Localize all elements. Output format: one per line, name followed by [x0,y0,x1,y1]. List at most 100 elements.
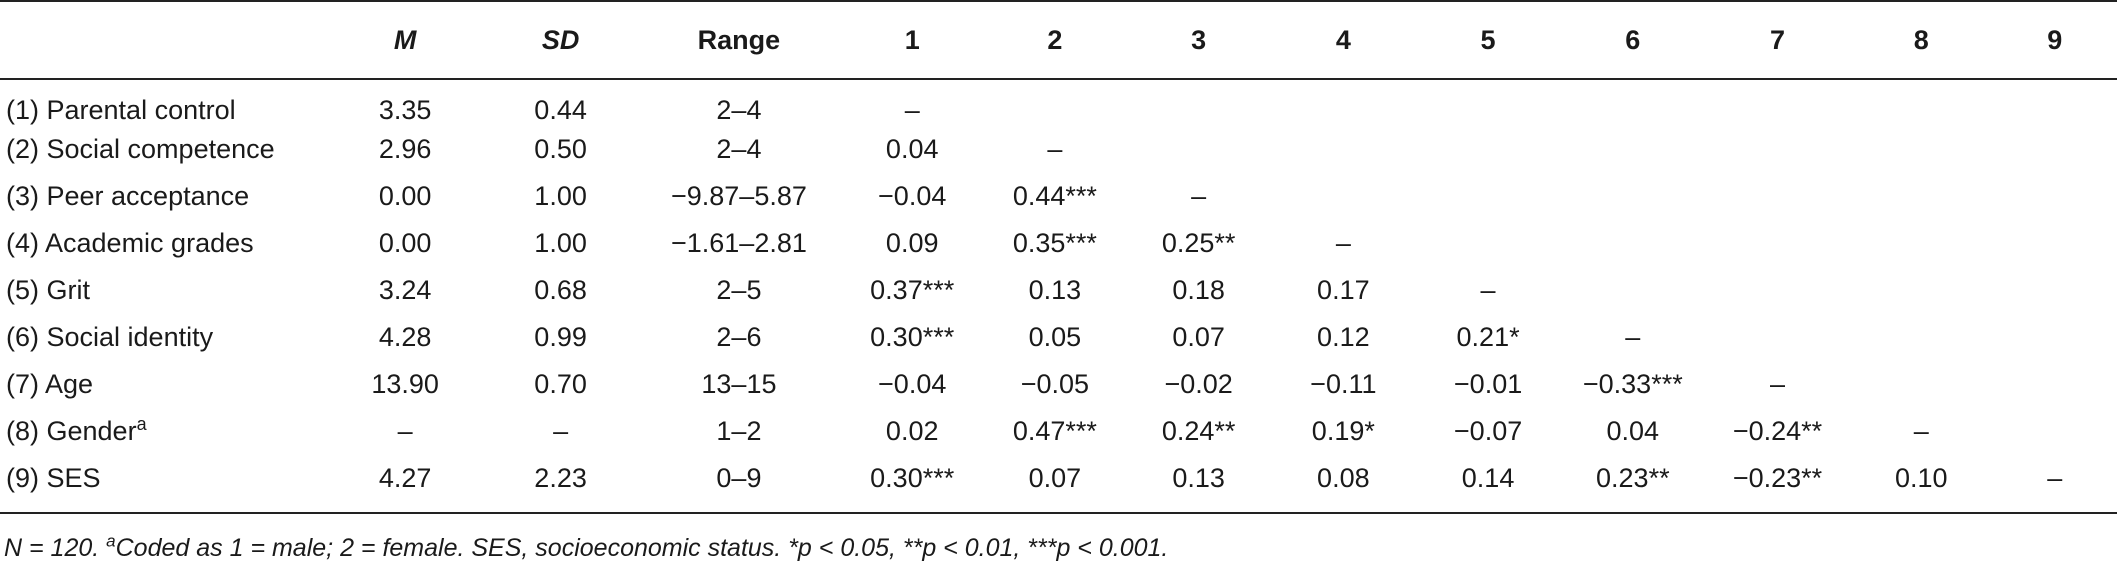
table-cell: 2–4 [716,94,762,125]
table-cell: 1.00 [534,228,587,258]
table-cell: −0.01 [1453,369,1523,399]
row-label: (8) Gendera [0,408,326,455]
table-cell [1993,361,2117,408]
table-cell [1993,314,2117,361]
row-label: (3) Peer acceptance [0,173,326,220]
table-row: (6) Social identity 4.28 0.99 2–6 0.30*** 0.0… [0,314,2117,361]
table-cell: 0.13 [1126,455,1271,514]
row-label: (2) Social competence [0,126,326,173]
header-cell-range: Range [637,0,841,80]
table-cell: 2–4 [716,134,762,164]
table-cell: 0.07 [1172,322,1225,352]
table-cell: – [1913,416,1929,446]
row-label-superscript: a [136,414,147,434]
row-label-text: (1) Parental control [6,94,236,125]
table-cell [1993,126,2117,173]
table-cell: 0.99 [534,322,587,352]
table-cell [1705,79,1850,126]
table-cell: 0.02 [885,416,939,446]
table-cell: 4.27 [326,455,485,514]
table-cell [1850,267,1993,314]
header-row: M SD Range 1 2 3 4 5 6 7 8 9 [0,0,2117,80]
header-cell-7: 7 [1705,0,1850,80]
table-cell: – [1480,275,1496,305]
table-cell: 3.35 [378,94,432,125]
table-cell: – [904,94,920,125]
table-cell [1850,220,1993,267]
row-label-text: (5) Grit [6,275,90,305]
table-cell: 4.28 [378,322,432,352]
correlation-table: M SD Range 1 2 3 4 5 6 7 8 9 (1) Parenta… [0,0,2117,514]
row-label: (4) Academic grades [0,220,326,267]
header-cell-variable [0,0,327,80]
table-cell [1850,126,1993,173]
table-cell: −0.24** [1732,416,1823,446]
table-cell: −0.33*** [1582,369,1683,399]
table-cell [1993,220,2117,267]
table-cell: 0.14 [1415,455,1561,514]
table-cell [1126,126,1271,173]
table-cell: 0.10 [1849,455,1993,514]
table-cell [1705,267,1850,314]
row-label-text: (8) Gender [6,416,137,446]
table-cell [1271,79,1416,126]
table-cell: 1.00 [534,181,587,211]
table-cell: −9.87–5.87 [670,181,807,211]
table-cell: 3.24 [378,275,432,305]
table-cell: 0.05 [1028,322,1082,352]
row-label-text: (9) SES [6,463,101,493]
table-cell: – [1992,455,2117,514]
table-cell: 0.04 [885,134,939,164]
table-cell [1560,79,1705,126]
table-cell: 0.21* [1456,322,1520,352]
table-cell [1705,126,1850,173]
header-cell-6: 6 [1560,0,1706,80]
table-row: (8) Gendera – – 1–2 0.02 0.47*** 0.24** 0.19* −0… [0,408,2117,455]
row-label-text: (3) Peer acceptance [6,181,250,211]
table-cell [1993,408,2117,455]
table-cell: 0.17 [1317,275,1370,305]
table-cell: 2.23 [484,455,638,514]
row-label-text: (2) Social competence [6,134,275,164]
table-cell: 0.25** [1161,228,1236,258]
table-cell: 0.07 [983,455,1127,514]
table-cell: 0.08 [1270,455,1416,514]
table-cell: 0.23** [1560,455,1706,514]
header-cell-9: 9 [1992,0,2117,80]
table-cell: 2–5 [716,275,762,305]
table-cell [984,79,1127,126]
table-cell: 0.13 [1028,275,1082,305]
table-cell [1993,173,2117,220]
table-cell: −0.23** [1705,455,1850,514]
table-footnote: N = 120. aCoded as 1 = male; 2 = female.… [4,533,1168,563]
footnote-lead: N = 120. [4,534,107,562]
row-label: (9) SES [0,455,327,514]
table-cell [1993,79,2117,126]
table-cell [1416,126,1561,173]
table-row: (7) Age 13.90 0.70 13–15 −0.04 −0.05 −0.02 −0.1… [0,361,2117,408]
header-cell-sd: SD [484,0,638,80]
row-label: (5) Grit [0,267,326,314]
table-cell [1416,173,1561,220]
table-cell: −0.05 [1020,369,1090,399]
table-cell: 0.68 [534,275,587,305]
row-label-text: (6) Social identity [6,322,214,352]
table-row: (2) Social competence 2.96 0.50 2–4 0.04 – [0,126,2117,173]
table-cell: – [1335,228,1351,258]
table-cell [1126,79,1271,126]
table-cell: −0.04 [878,181,947,211]
header-cell-3: 3 [1126,0,1271,80]
table-cell: 1–2 [716,416,762,446]
header-cell-1: 1 [840,0,984,80]
row-label: (1) Parental control [0,79,326,126]
table-cell: 0.50 [534,134,587,164]
table-cell [1850,314,1993,361]
table-cell [1850,361,1993,408]
table-row: (3) Peer acceptance 0.00 1.00 −9.87–5.87 −0.… [0,173,2117,220]
table-cell: −0.11 [1310,369,1377,399]
table-cell: – [1191,181,1207,211]
table-cell [1850,79,1993,126]
table-row: (5) Grit 3.24 0.68 2–5 0.37*** 0.13 0.18 0.17 – [0,267,2117,314]
table-cell: 0.00 [378,181,432,211]
